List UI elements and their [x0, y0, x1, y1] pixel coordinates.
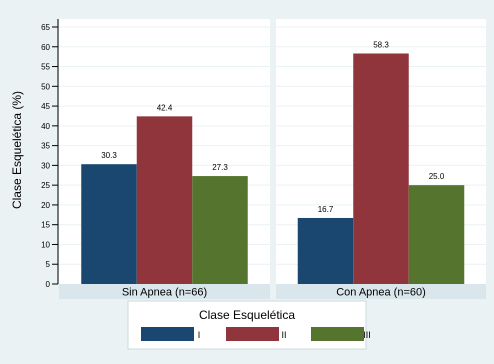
bar-value-label: 25.0: [429, 172, 445, 181]
legend: Clase Esquelética I II III: [127, 300, 371, 350]
legend-items: I II III: [141, 327, 371, 341]
bar-value-label: 27.3: [212, 163, 228, 172]
panel-strip: [276, 284, 486, 299]
y-tick-label: 5: [46, 260, 51, 269]
legend-swatch: [311, 327, 364, 341]
panels: 30.3 42.4 27.3 Sin Apnea (n=66) 16.7 58.3 25.0…: [59, 19, 486, 299]
bar-value-label: 58.3: [373, 40, 389, 49]
y-axis: 0 5 10 15 20 25 30 35 40 45 50 55 60 65: [41, 19, 59, 289]
y-tick-label: 10: [41, 240, 50, 249]
y-tick-label: 20: [41, 201, 50, 210]
bar: [192, 176, 248, 284]
y-tick-label: 0: [46, 280, 51, 289]
legend-entry-label: II: [281, 330, 286, 340]
legend-entry-label: III: [363, 330, 371, 340]
y-tick-label: 15: [41, 221, 50, 230]
legend-swatch: [141, 327, 194, 341]
legend-swatch: [226, 327, 279, 341]
bar: [297, 217, 354, 284]
bar: [81, 164, 137, 284]
legend-title: Clase Esquelética: [199, 308, 295, 322]
y-tick-label: 25: [41, 181, 50, 190]
panel-label: Sin Apnea (n=66): [122, 287, 207, 299]
bar-value-label: 16.7: [318, 205, 334, 214]
bar: [408, 185, 465, 284]
y-tick-label: 65: [41, 23, 50, 32]
panel: 30.3 42.4 27.3 Sin Apnea (n=66): [59, 19, 270, 299]
y-tick-label: 60: [41, 43, 50, 52]
bar: [353, 53, 409, 284]
panel-strip: [59, 284, 270, 299]
y-tick-label: 50: [41, 82, 50, 91]
legend-entry-label: I: [198, 330, 201, 340]
panel-label: Con Apnea (n=60): [336, 287, 426, 299]
y-tick-label: 55: [41, 63, 50, 72]
bar: [136, 116, 193, 284]
y-tick-label: 30: [41, 161, 50, 170]
y-axis-label: Clase Esquelética (%): [10, 91, 24, 209]
bar-value-label: 42.4: [157, 103, 173, 112]
y-tick-label: 35: [41, 142, 50, 151]
bar-value-label: 30.3: [101, 151, 117, 160]
y-tick-label: 45: [41, 102, 50, 111]
panel: 16.7 58.3 25.0 Con Apnea (n=60): [276, 19, 486, 299]
y-tick-label: 40: [41, 122, 50, 131]
